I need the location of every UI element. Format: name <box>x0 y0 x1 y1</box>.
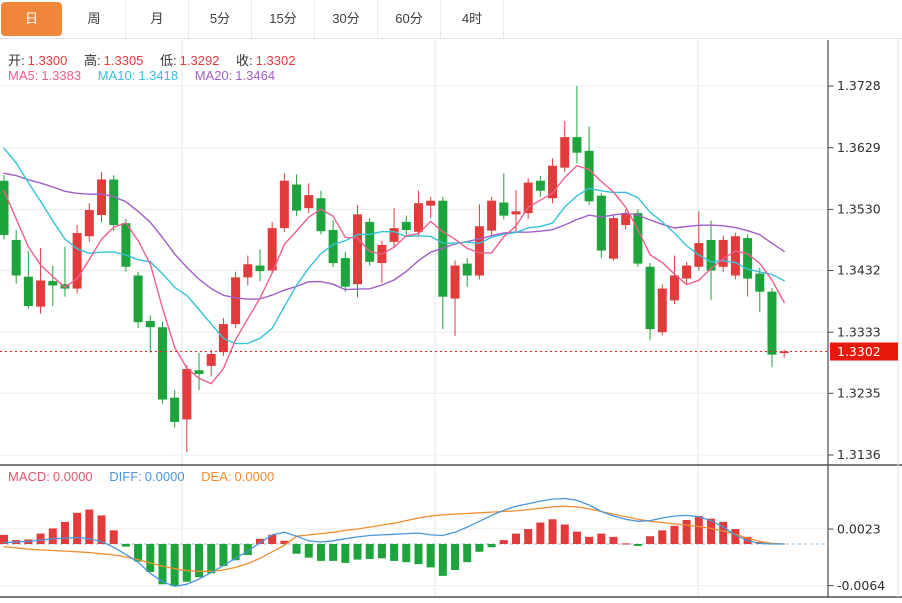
svg-text:1.3629: 1.3629 <box>837 140 881 155</box>
ma20-value: 1.3464 <box>235 68 276 83</box>
svg-text:1.3530: 1.3530 <box>837 202 881 217</box>
macd-readout: MACD: 0.0000 DIFF: 0.0000 DEA: 0.0000 <box>8 469 287 484</box>
macd-label: MACD: <box>8 469 50 484</box>
period-tabbar: 日 周 月 5分 15分 30分 60分 4时 <box>0 0 902 39</box>
tab-60min[interactable]: 60分 <box>378 0 441 38</box>
tab-5min[interactable]: 5分 <box>189 0 252 38</box>
diff-value: 0.0000 <box>144 469 185 484</box>
svg-text:1.3302: 1.3302 <box>837 344 881 359</box>
current-price-badge <box>830 342 898 361</box>
tab-30min[interactable]: 30分 <box>315 0 378 38</box>
open-label: 开: <box>8 53 25 68</box>
ma5-value: 1.3383 <box>41 68 82 83</box>
svg-text:-0.0064: -0.0064 <box>837 578 885 593</box>
ma-readout: MA5: 1.3383 MA10: 1.3418 MA20: 1.3464 <box>8 68 288 83</box>
svg-text:0.0023: 0.0023 <box>837 521 881 536</box>
tab-day[interactable]: 日 <box>1 2 62 36</box>
svg-text:1.3333: 1.3333 <box>837 324 881 339</box>
high-label: 高: <box>84 53 101 68</box>
grid-layer <box>0 40 828 597</box>
ma10-value: 1.3418 <box>138 68 179 83</box>
dea-label: DEA: <box>201 469 232 484</box>
low-value: 1.3292 <box>179 53 220 68</box>
low-label: 低: <box>160 53 177 68</box>
tab-15min[interactable]: 15分 <box>252 0 315 38</box>
open-value: 1.3300 <box>27 53 68 68</box>
high-value: 1.3305 <box>103 53 144 68</box>
ma20-label: MA20: <box>194 68 233 83</box>
macd-lines <box>3 497 785 587</box>
ma5-label: MA5: <box>8 68 39 83</box>
ma-lines <box>3 147 785 385</box>
dea-value: 0.0000 <box>234 469 275 484</box>
axis-frame <box>0 38 902 598</box>
tabbar-filler <box>504 0 902 38</box>
svg-text:1.3235: 1.3235 <box>837 385 881 400</box>
close-value: 1.3302 <box>255 53 296 68</box>
macd-value: 0.0000 <box>52 469 93 484</box>
current-price-marker: 1.3302 <box>0 342 898 361</box>
svg-text:1.3432: 1.3432 <box>837 263 881 278</box>
svg-text:1.3136: 1.3136 <box>837 447 881 462</box>
diff-label: DIFF: <box>109 469 142 484</box>
tab-week[interactable]: 周 <box>63 0 126 38</box>
close-label: 收: <box>236 53 253 68</box>
ohlc-readout: 开: 1.3300 高: 1.3305 低: 1.3292 收: 1.3302 <box>8 50 308 69</box>
axis-labels: 1.3728 1.3629 1.3530 1.3432 1.3333 1.3235 1.31… <box>828 78 885 593</box>
tab-month[interactable]: 月 <box>126 0 189 38</box>
ma10-label: MA10: <box>97 68 136 83</box>
tab-4hour[interactable]: 4时 <box>441 0 504 38</box>
svg-text:1.3728: 1.3728 <box>837 78 881 93</box>
